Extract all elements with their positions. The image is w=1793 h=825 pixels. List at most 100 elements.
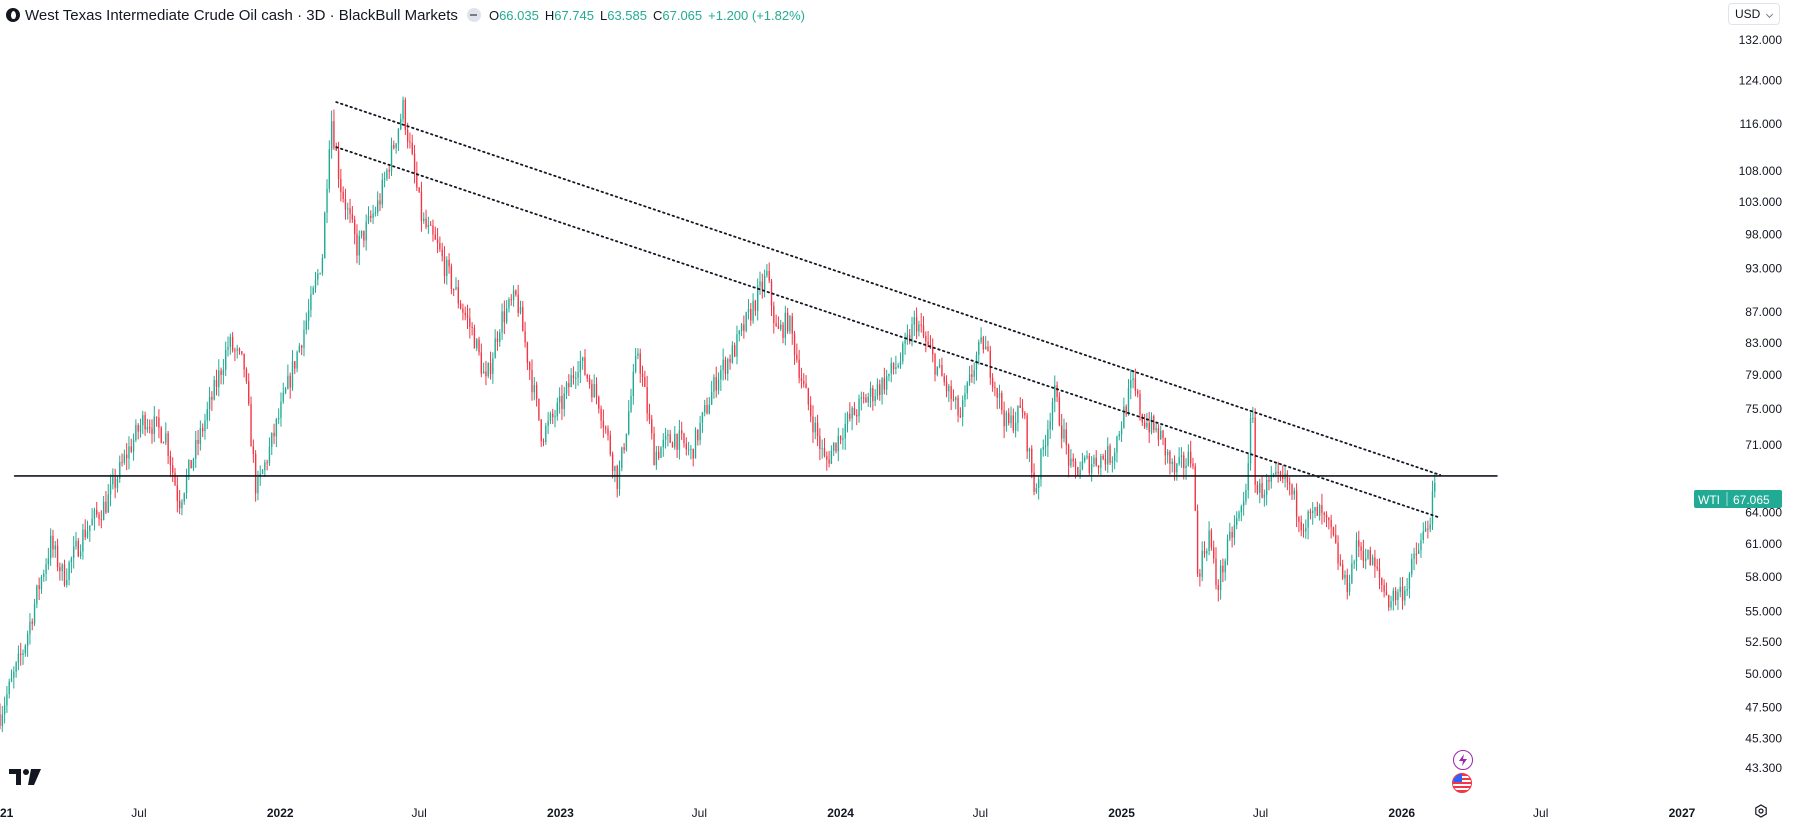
candle [250,396,252,447]
candle [1293,487,1295,500]
candle [605,425,607,434]
candle [220,367,222,385]
candle [816,414,819,446]
ohlc-values: O66.035 H67.745 L63.585 C67.065 [489,8,702,23]
us-flag-event-icon[interactable] [1452,773,1472,793]
candle [317,269,319,286]
candle [420,181,423,232]
candle [561,384,563,420]
candle [692,448,694,467]
candle [98,511,100,526]
candle [1381,577,1383,593]
candle [595,377,598,405]
candle [1325,511,1328,528]
candle [1420,533,1422,558]
candle [455,277,457,291]
price-tick-label: 64.000 [1745,506,1782,520]
candle [565,380,568,400]
price-tick-label: 98.000 [1745,227,1782,241]
candle [1123,397,1125,429]
candle [1150,412,1153,435]
candle [125,443,128,471]
candle [628,400,630,436]
price-tick-label: 108.000 [1739,164,1783,178]
candle [423,212,425,224]
candle [1031,445,1033,479]
candle [1339,554,1342,567]
price-tick-label: 52.500 [1745,635,1782,649]
time-tick-label: Jul [692,806,707,820]
candle [867,392,869,407]
candle [1104,450,1107,471]
candle [1035,483,1038,494]
lightning-event-icon[interactable] [1453,750,1473,770]
low-value: 63.585 [607,7,647,23]
time-tick-label: Jul [411,806,426,820]
candle [1388,594,1390,612]
candle [588,374,591,389]
candle [188,459,190,481]
symbol-icon[interactable] [6,8,20,22]
candle [102,495,105,521]
candle [33,598,36,626]
candle [994,381,996,397]
candle [464,306,466,321]
candle [501,303,503,340]
trend-line-1[interactable] [335,101,1442,476]
candle [17,645,20,671]
candle [1208,521,1210,556]
candle [1295,483,1298,528]
candle [52,529,54,558]
candle [570,368,572,388]
candle [1120,421,1123,443]
candle [1155,422,1157,433]
candle [1017,405,1019,432]
candle [434,226,436,240]
currency-selector[interactable]: USD [1728,3,1780,25]
candle [796,343,798,363]
candle [849,402,851,422]
candle [683,432,685,448]
candle [301,344,303,356]
candle [945,375,948,398]
chart-title[interactable]: West Texas Intermediate Crude Oil cash ·… [25,6,458,24]
candle [862,392,865,404]
candle [897,363,899,369]
candle [416,161,418,191]
candle [1014,411,1017,438]
candle [1189,440,1192,468]
candle [319,272,321,275]
candle [146,418,149,433]
candle [1305,519,1307,539]
candle [618,460,621,496]
candle [1240,504,1243,522]
candle [1288,477,1291,496]
candle [837,427,839,462]
candle [31,618,33,631]
settings-icon[interactable] [1754,804,1768,818]
candle [1086,450,1088,460]
candle [706,397,708,415]
candle [614,465,616,483]
candle [195,430,197,468]
candle [591,379,593,403]
candle [482,362,485,374]
candle [238,347,241,355]
trend-line-2[interactable] [335,146,1442,519]
candle [1203,541,1206,558]
candle [340,168,342,202]
candle [305,312,307,335]
candle [575,371,577,389]
candle [400,113,402,131]
candle [869,381,872,408]
time-tick-label: Jul [131,806,146,820]
candle [1291,483,1293,501]
candle [1217,579,1219,602]
market-status-icon[interactable] [466,8,481,22]
candle [245,367,248,384]
close-value: 67.065 [662,7,703,23]
candle [1321,493,1323,525]
candle [1136,388,1139,398]
tradingview-logo[interactable] [9,768,41,786]
